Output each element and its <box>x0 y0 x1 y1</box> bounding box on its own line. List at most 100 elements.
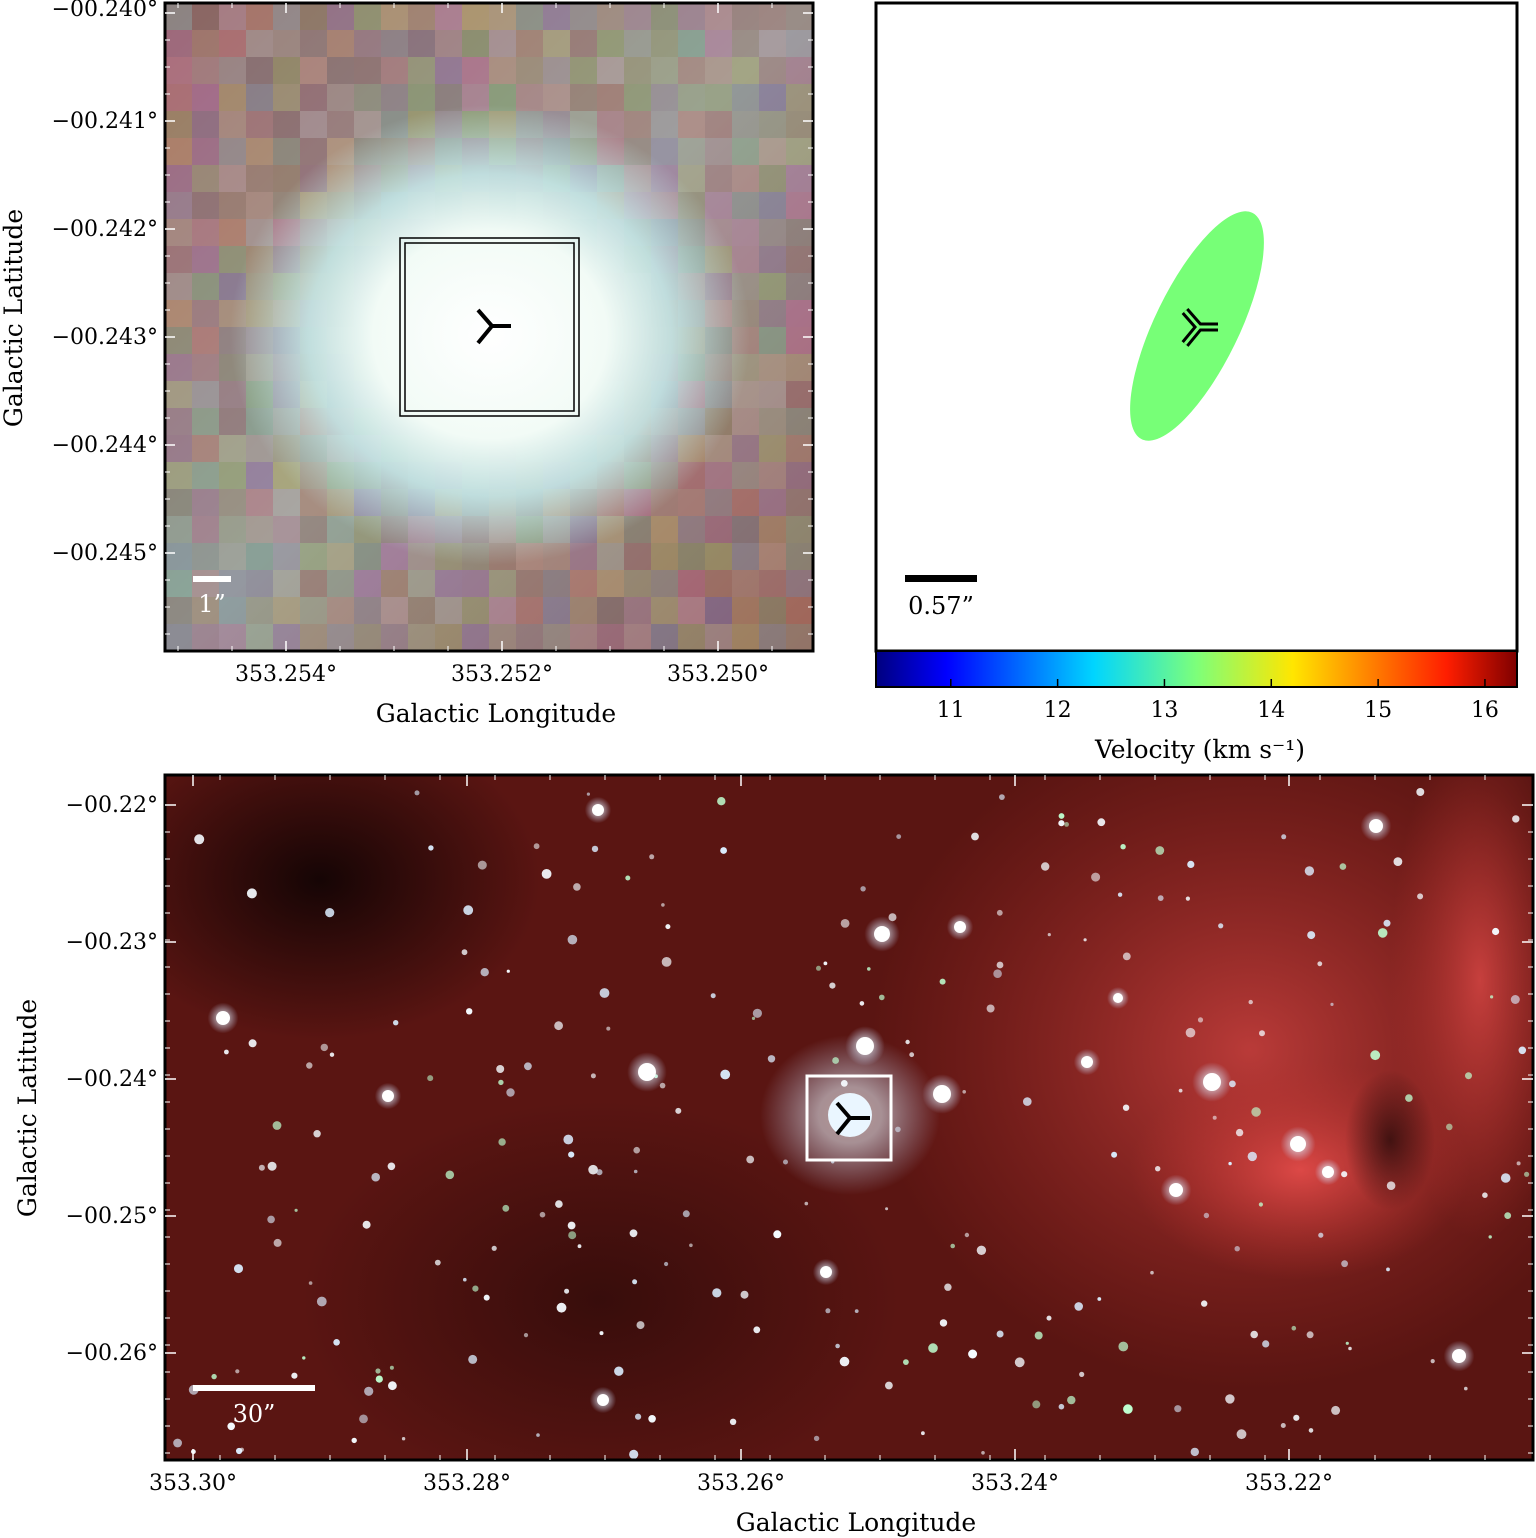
star <box>1155 1166 1161 1172</box>
star <box>1228 1161 1232 1166</box>
star <box>1516 1161 1521 1166</box>
zoom-pixel <box>165 192 192 219</box>
star <box>996 961 1004 969</box>
star <box>533 843 540 850</box>
zoom-pixel <box>165 246 192 273</box>
star <box>1251 1107 1261 1117</box>
zoom-pixel <box>192 84 219 111</box>
zoom-pixel <box>381 57 408 84</box>
zoom-pixel <box>678 111 705 138</box>
zoom-pixel <box>408 30 435 57</box>
zoom-pixel <box>570 624 597 651</box>
star <box>751 1016 756 1021</box>
star <box>1281 834 1287 840</box>
zoom-pixel <box>300 543 327 570</box>
star <box>496 1065 505 1073</box>
zoom-pixel <box>597 30 624 57</box>
zoom-pixel <box>300 516 327 543</box>
zoom-pixel <box>327 570 354 597</box>
star <box>1492 927 1500 936</box>
star <box>524 1062 532 1071</box>
star <box>375 1368 381 1374</box>
star <box>1318 1232 1324 1238</box>
zoom-pixel <box>327 30 354 57</box>
star <box>173 1438 183 1448</box>
zoom-pixel <box>732 543 759 570</box>
zoom-pixel <box>786 408 813 435</box>
star <box>813 1435 820 1442</box>
star <box>1416 788 1425 796</box>
zoom-pixel <box>624 57 651 84</box>
zoom-pixel <box>786 273 813 300</box>
zoom-y-tick: −00.244° <box>52 433 158 458</box>
source-marker-icon <box>476 308 511 345</box>
zoom-pixel <box>786 543 813 570</box>
zoom-pixel <box>786 624 813 651</box>
zoom-pixel <box>678 570 705 597</box>
zoom-pixel <box>759 192 786 219</box>
zoom-pixel <box>192 354 219 381</box>
zoom-pixel <box>786 219 813 246</box>
colorbar-tick-label: 14 <box>1257 698 1285 723</box>
star <box>993 969 1002 978</box>
zoom-pixel <box>759 381 786 408</box>
star <box>599 1331 604 1336</box>
star <box>1190 1447 1200 1457</box>
bright-star <box>1113 993 1123 1003</box>
star <box>1280 1423 1286 1428</box>
star <box>1201 1300 1208 1307</box>
star <box>1041 862 1050 871</box>
star <box>541 869 552 879</box>
star <box>480 968 489 977</box>
star <box>333 1339 340 1346</box>
zoom-x-tick: 353.252° <box>451 662 553 687</box>
zoom-pixel <box>489 570 516 597</box>
star <box>555 1200 563 1208</box>
star <box>359 1414 368 1424</box>
star <box>996 1330 1004 1338</box>
star <box>502 1204 510 1212</box>
zoom-pixel <box>759 273 786 300</box>
zoom-y-tick: −00.243° <box>52 325 158 350</box>
zoom-pixel <box>489 30 516 57</box>
zoom-pixel <box>165 354 192 381</box>
star <box>463 905 474 916</box>
zoom-pixel <box>219 408 246 435</box>
zoom-pixel <box>219 111 246 138</box>
star <box>234 1264 243 1274</box>
zoom-pixel <box>192 300 219 327</box>
bright-star <box>592 804 604 816</box>
zoom-pixel <box>786 57 813 84</box>
zoom-y-tick: −00.240° <box>52 0 158 22</box>
star <box>1293 1414 1300 1421</box>
zoom-pixel <box>246 462 273 489</box>
zoom-pixel <box>246 570 273 597</box>
star <box>665 924 671 930</box>
star <box>351 1437 357 1444</box>
zoom-pixel <box>624 543 651 570</box>
star <box>1345 1341 1349 1345</box>
zoom-pixel <box>570 570 597 597</box>
star <box>840 1080 848 1087</box>
zoom-pixel <box>219 462 246 489</box>
star <box>1185 896 1190 901</box>
zoom-pixel <box>624 3 651 30</box>
star <box>885 1381 893 1390</box>
zoom-pixel <box>246 516 273 543</box>
star <box>1383 919 1391 927</box>
zoom-pixel <box>732 462 759 489</box>
star <box>1074 1302 1083 1311</box>
zoom-pixel <box>165 219 192 246</box>
zoom-pixel <box>300 597 327 624</box>
star <box>273 1238 282 1247</box>
star <box>632 1279 638 1285</box>
zoom-pixel <box>165 111 192 138</box>
bright-star <box>638 1063 656 1081</box>
zoom-pixel <box>246 84 273 111</box>
zoom-box-outer <box>399 237 580 417</box>
star <box>1047 933 1051 937</box>
star <box>636 1321 645 1330</box>
wide-zoom-box <box>805 1074 893 1162</box>
zoom-pixel <box>516 3 543 30</box>
